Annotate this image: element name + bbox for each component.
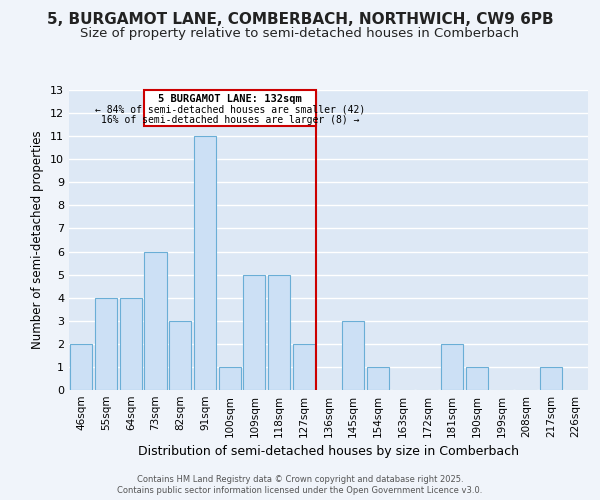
Bar (145, 252, 167, 390)
Bar (95, 298, 117, 390)
Bar (293, 344, 315, 390)
X-axis label: Distribution of semi-detached houses by size in Comberbach: Distribution of semi-detached houses by … (138, 446, 519, 458)
Bar (342, 321, 364, 390)
Bar (367, 367, 389, 390)
Bar (194, 136, 216, 390)
Bar (441, 344, 463, 390)
Text: Contains HM Land Registry data © Crown copyright and database right 2025.: Contains HM Land Registry data © Crown c… (137, 475, 463, 484)
Bar (540, 367, 562, 390)
Text: 16% of semi-detached houses are larger (8) →: 16% of semi-detached houses are larger (… (101, 114, 359, 124)
Bar (268, 274, 290, 390)
Text: Size of property relative to semi-detached houses in Comberbach: Size of property relative to semi-detach… (80, 28, 520, 40)
Bar (218, 367, 241, 390)
Text: ← 84% of semi-detached houses are smaller (42): ← 84% of semi-detached houses are smalle… (95, 104, 365, 115)
Bar (169, 321, 191, 390)
Bar (466, 367, 488, 390)
Bar (119, 298, 142, 390)
Text: 5, BURGAMOT LANE, COMBERBACH, NORTHWICH, CW9 6PB: 5, BURGAMOT LANE, COMBERBACH, NORTHWICH,… (47, 12, 553, 28)
Text: 5 BURGAMOT LANE: 132sqm: 5 BURGAMOT LANE: 132sqm (158, 94, 302, 104)
Y-axis label: Number of semi-detached properties: Number of semi-detached properties (31, 130, 44, 350)
Text: Contains public sector information licensed under the Open Government Licence v3: Contains public sector information licen… (118, 486, 482, 495)
Bar (145, 90, 316, 126)
Bar (70, 344, 92, 390)
Bar (243, 274, 265, 390)
